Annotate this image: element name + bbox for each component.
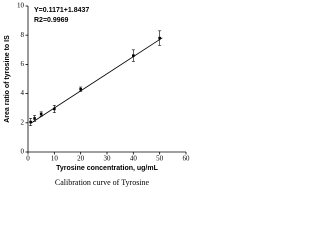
y-tick-label: 2	[21, 118, 25, 126]
point	[33, 117, 36, 120]
x-axis-label: Tyrosine concentration, ug/mL	[56, 165, 158, 172]
point	[132, 54, 135, 57]
x-tick-label: 40	[130, 155, 138, 163]
point	[158, 36, 161, 40]
y-tick-label: 8	[21, 31, 25, 39]
point	[39, 112, 43, 116]
point	[79, 87, 82, 91]
x-tick-label: 30	[104, 155, 112, 163]
y-tick-label: 4	[21, 89, 25, 97]
chart: Y=0.1171+1.8437 R2=0.9969 Tyrosine conce…	[4, 2, 191, 187]
x-tick-label: 50	[156, 155, 164, 163]
point	[53, 107, 56, 111]
x-tick-label: 10	[51, 155, 59, 163]
point	[29, 120, 32, 124]
caption: Calibration curve of Tyrosine	[55, 178, 150, 187]
x-tick-label: 0	[26, 155, 30, 163]
y-tick-label: 6	[21, 60, 25, 68]
y-tick-label: 10	[17, 2, 25, 10]
fit-line	[30, 37, 163, 124]
x-tick-label: 60	[183, 155, 191, 163]
equation: Y=0.1171+1.8437	[34, 7, 89, 14]
y-axis-label: Area ratio of tyrosine to IS	[4, 35, 11, 123]
x-tick-label: 20	[77, 155, 85, 163]
r-squared: R2=0.9969	[34, 17, 69, 24]
y-tick-label: 0	[21, 148, 25, 156]
